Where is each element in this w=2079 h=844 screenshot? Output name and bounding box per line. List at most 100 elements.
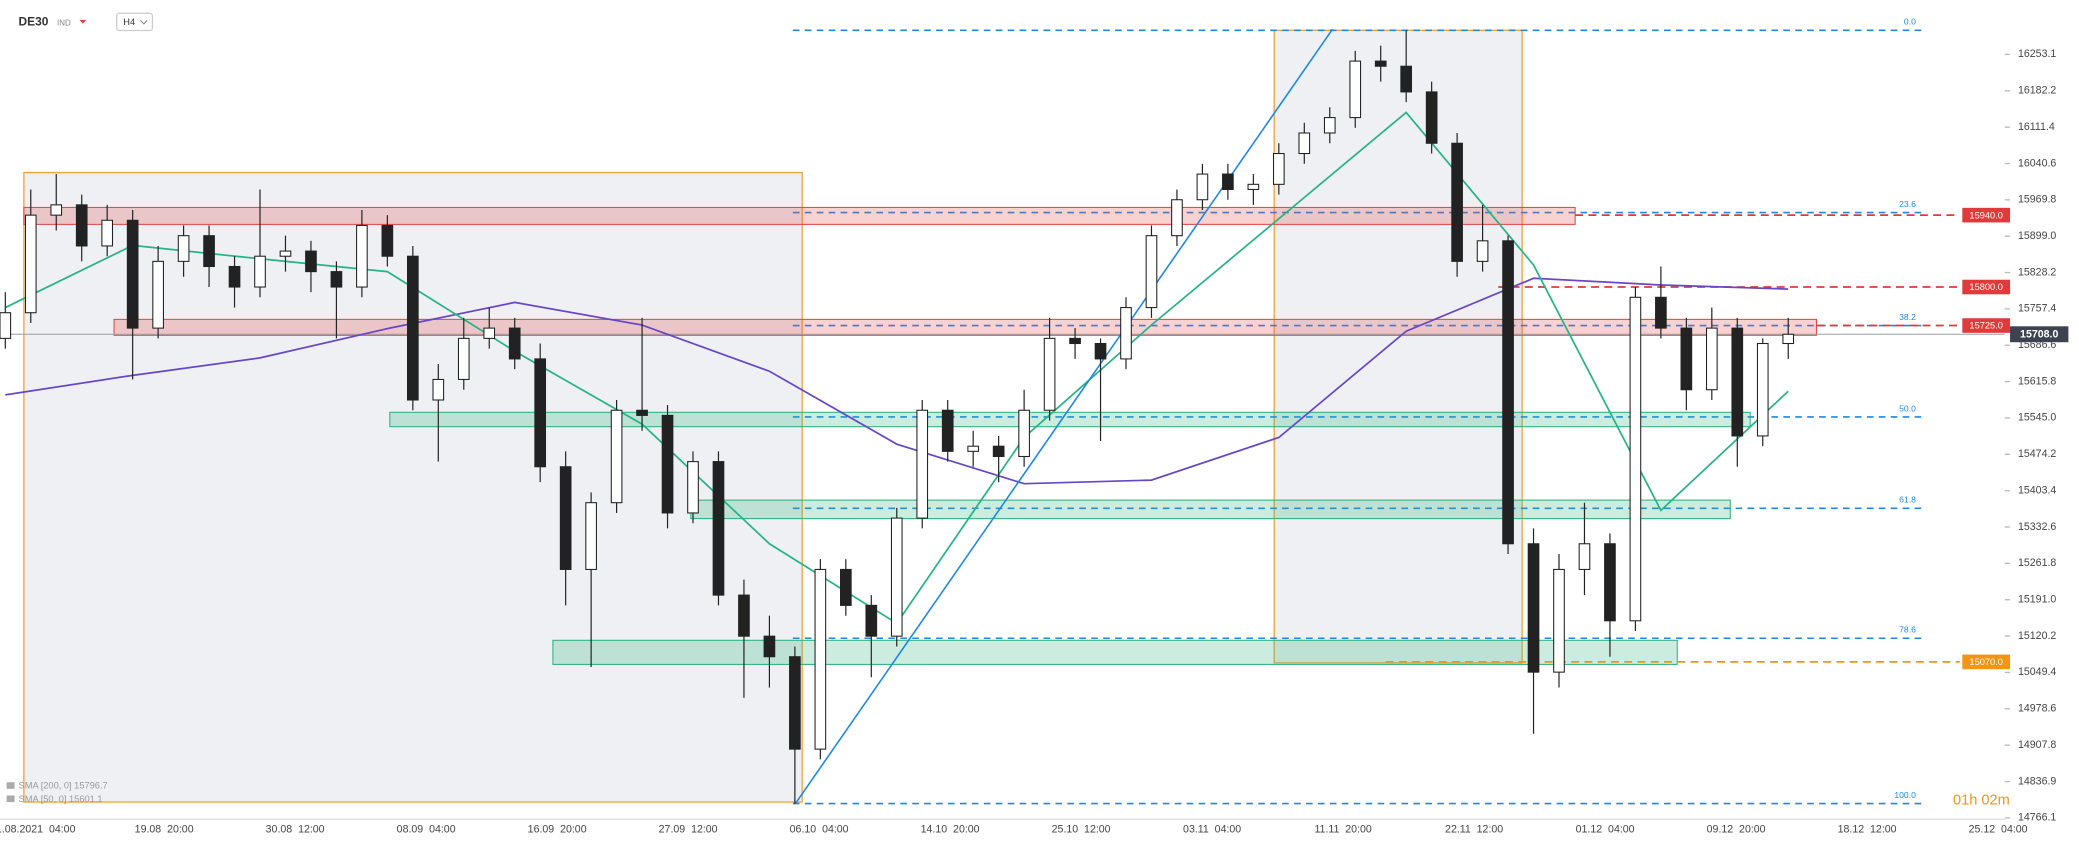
trend-line xyxy=(794,28,1334,804)
fib-label: 23.6 xyxy=(1899,199,1916,209)
candle-body xyxy=(101,219,114,247)
x-tick-label: 30.08 12:00 xyxy=(266,824,325,836)
candle-body xyxy=(1272,152,1285,185)
y-tick-label: 14836.9 xyxy=(2018,775,2056,787)
candle-body xyxy=(1451,142,1463,262)
x-tick-label: 25.12 04:00 xyxy=(1969,824,2028,836)
level-tag xyxy=(1962,207,2011,223)
candle-body xyxy=(1425,91,1438,144)
candle-body xyxy=(1196,173,1209,201)
level-label: 15940.0 xyxy=(1969,210,2003,220)
candle-body xyxy=(1094,342,1107,360)
y-tick-label: 14907.8 xyxy=(2018,739,2056,751)
y-tick-label: 14978.6 xyxy=(2018,703,2056,715)
y-tick-label: 15049.4 xyxy=(2018,666,2056,678)
market: IND xyxy=(57,18,71,27)
last-price-tag xyxy=(2010,326,2069,343)
fib-label: 50.0 xyxy=(1899,403,1916,413)
candle-body xyxy=(254,255,266,288)
candle-body xyxy=(738,594,750,637)
legend-icon xyxy=(6,795,15,803)
y-tick-label: 15899.0 xyxy=(2018,230,2056,242)
level-label: 15070.0 xyxy=(1969,657,2003,667)
y-tick-label: 16040.6 xyxy=(2018,157,2056,169)
candle-body xyxy=(1476,240,1489,262)
candle-body xyxy=(177,235,190,262)
x-tick-label: 16.09 20:00 xyxy=(528,824,587,836)
candle-body xyxy=(406,255,419,401)
candle-body xyxy=(865,604,878,637)
candle-body xyxy=(1374,60,1387,67)
candle-body xyxy=(508,327,521,360)
fib-label: 78.6 xyxy=(1899,625,1916,635)
legend-icon xyxy=(6,782,15,789)
candle-body xyxy=(1400,65,1413,93)
candle-body xyxy=(330,271,343,288)
candle-body xyxy=(126,219,139,329)
x-tick-label: 19.08 20:00 xyxy=(135,824,194,836)
zone xyxy=(552,639,1678,665)
x-tick-label: 01.12 04:00 xyxy=(1576,824,1635,836)
symbol[interactable]: DE30 xyxy=(19,15,49,29)
candle-body xyxy=(534,358,547,468)
x-tick-label: 18.12 12:00 xyxy=(1838,824,1897,836)
y-tick-label: 15615.8 xyxy=(2018,375,2056,387)
candle-body xyxy=(432,378,445,401)
y-tick-label: 15757.4 xyxy=(2018,303,2056,315)
candle-body xyxy=(890,517,903,637)
candle-body xyxy=(1527,543,1540,673)
dropdown-arrow[interactable] xyxy=(79,19,87,24)
candle-body xyxy=(789,656,801,750)
y-tick-label: 15545.0 xyxy=(2018,412,2056,424)
fib-label: 38.2 xyxy=(1899,312,1916,322)
sma-line xyxy=(5,277,1789,485)
candle-body xyxy=(585,502,597,570)
candle-body xyxy=(1756,342,1769,437)
candle-body xyxy=(50,204,63,216)
timeframe[interactable]: H4 xyxy=(123,17,135,27)
candle-body xyxy=(305,250,317,273)
candle-body xyxy=(0,312,12,339)
candle-body xyxy=(152,260,164,329)
timer: 01h 02m xyxy=(1953,793,2010,809)
candle-body xyxy=(687,461,699,514)
candle-body xyxy=(1680,327,1693,391)
candle-body xyxy=(1247,183,1260,190)
candle-body xyxy=(1298,132,1311,155)
candle-body xyxy=(1145,235,1158,309)
candle-body xyxy=(1578,543,1591,570)
candle-body xyxy=(636,409,648,416)
zone xyxy=(23,206,1576,225)
y-tick-label: 16253.1 xyxy=(2018,48,2056,60)
candle-body xyxy=(1731,327,1744,437)
candle-body xyxy=(763,635,776,658)
candle-body xyxy=(483,327,496,339)
fib-label: 61.8 xyxy=(1899,495,1916,505)
x-tick-label: 27.09 12:00 xyxy=(659,824,718,836)
candle-body xyxy=(24,214,37,314)
range-box xyxy=(1273,29,1523,664)
fib-label: 0.0 xyxy=(1904,17,1916,27)
candle-body xyxy=(1502,240,1514,545)
level-tag xyxy=(1962,318,2011,333)
x-tick-label: 03.11 04:00 xyxy=(1183,824,1241,836)
candle-body xyxy=(661,414,674,514)
timeframe-box[interactable] xyxy=(116,12,154,32)
x-tick-label: 11.11 20:00 xyxy=(1314,824,1371,836)
y-tick-label: 15474.2 xyxy=(2018,448,2056,460)
last-price-label: 15708.0 xyxy=(2020,329,2058,341)
candle-body xyxy=(457,337,470,380)
y-tick-label: 15332.6 xyxy=(2018,521,2056,533)
x-tick-label: 22.11 12:00 xyxy=(1445,824,1503,836)
candle-body xyxy=(1018,409,1030,458)
x-tick-label: 08.09 04:00 xyxy=(397,824,456,836)
y-tick-label: 16111.4 xyxy=(2018,121,2055,133)
candle-body xyxy=(916,409,929,519)
timeframe-arrow xyxy=(140,20,148,25)
legend-entry: SMA [200, 0] 15796.7 xyxy=(19,781,108,791)
y-tick-label: 14766.1 xyxy=(2018,812,2056,824)
candle-body xyxy=(814,568,827,750)
fib-label: 100.0 xyxy=(1894,790,1916,800)
y-tick-label: 15403.4 xyxy=(2018,484,2056,496)
